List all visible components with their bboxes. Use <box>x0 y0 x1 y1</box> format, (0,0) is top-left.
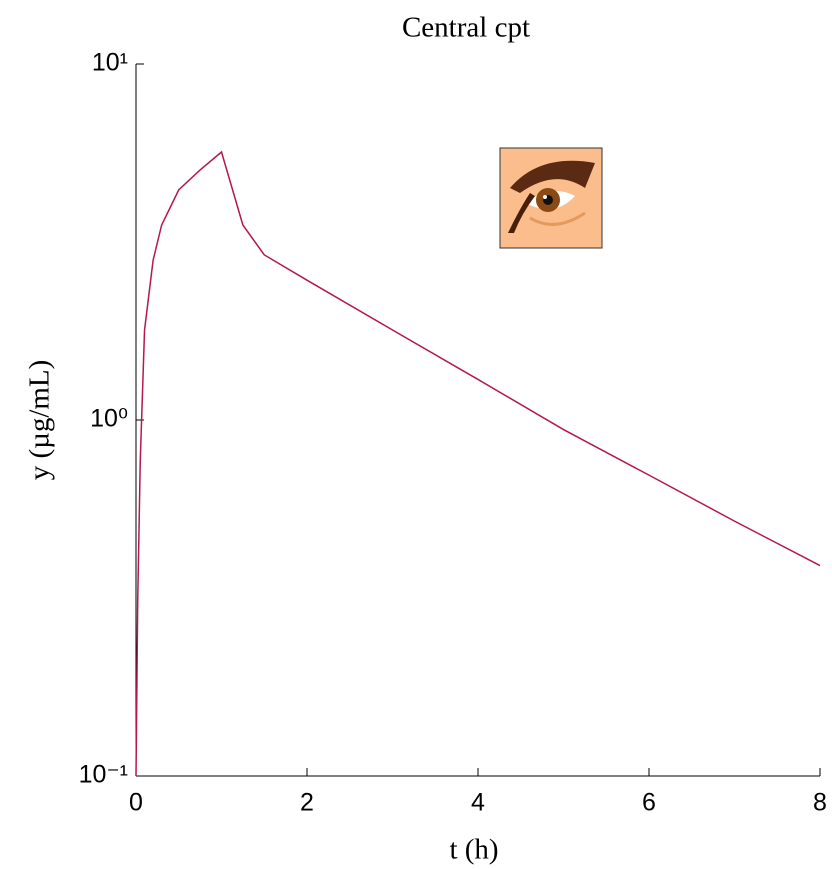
eye-icon <box>499 147 603 249</box>
chart-title: Central cpt <box>402 12 530 44</box>
y-tick-label: 10⁰ <box>90 405 128 433</box>
x-axis-label: t (h) <box>449 834 498 866</box>
x-tick-label: 4 <box>471 789 485 817</box>
y-tick-label: 10¹ <box>92 49 128 77</box>
y-axis-label: y (µg/mL) <box>24 360 56 481</box>
x-tick-label: 2 <box>300 789 314 817</box>
x-tick-label: 0 <box>129 789 143 817</box>
x-tick-label: 8 <box>813 789 827 817</box>
y-tick-label: 10⁻¹ <box>79 761 128 789</box>
data-line <box>135 150 821 777</box>
x-tick-label: 6 <box>642 789 656 817</box>
